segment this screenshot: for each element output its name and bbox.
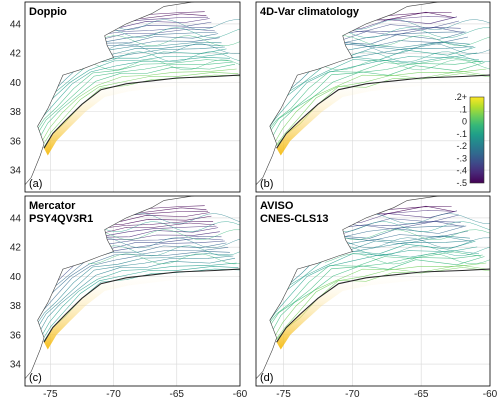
- land-area: [256, 2, 441, 186]
- panel-label: (a): [29, 178, 42, 190]
- panel-label: (d): [260, 372, 273, 384]
- colorbar-tick-label: .1: [459, 104, 467, 114]
- y-tick-label: 34: [10, 166, 22, 177]
- shelf-break-contour: [43, 74, 240, 149]
- slope-band: [276, 269, 490, 350]
- y-tick-label: 40: [10, 272, 22, 283]
- panel-title: Mercator: [29, 200, 76, 212]
- colorbar-tick-label: -.4: [456, 166, 467, 176]
- land-area: [256, 196, 441, 380]
- colorbar-tick-label: -.1: [456, 129, 467, 139]
- y-tick-label: 40: [10, 78, 22, 89]
- slope-band: [276, 75, 490, 156]
- panel-title: Doppio: [29, 6, 67, 18]
- panel-frame: [255, 1, 491, 193]
- panel-frame: [24, 195, 241, 387]
- panel-frame: [255, 195, 491, 387]
- panel-title: PSY4QV3R1: [29, 213, 93, 225]
- y-tick-label: 44: [10, 19, 22, 30]
- land-area: [25, 2, 195, 186]
- panel-title: CNES-CLS13: [260, 213, 328, 225]
- colorbar-tick-label: 0: [462, 117, 467, 127]
- y-tick-label: 42: [10, 49, 22, 60]
- panel-title: AVISO: [260, 200, 294, 212]
- panel-label: (b): [260, 178, 273, 190]
- land-area: [25, 196, 195, 380]
- x-tick-label: -60: [233, 389, 248, 400]
- x-tick-label: -65: [170, 389, 185, 400]
- panel-frame: [24, 1, 241, 193]
- y-axis-ticks: 44 42 40 38 36 34 44 42 40 38 36 34: [10, 19, 22, 370]
- shelf-break-contour: [276, 74, 490, 149]
- x-tick-label: -60: [483, 389, 498, 400]
- y-tick-label: 44: [10, 213, 22, 224]
- colorbar-tick-label: -.5: [456, 178, 467, 188]
- map-panel-b: 4D-Var climatology (b): [255, 1, 491, 193]
- map-panel-a: Doppio (a): [24, 1, 241, 193]
- colorbar-tick-label: .2+: [454, 92, 467, 102]
- colorbar-tick-label: -.3: [456, 153, 467, 163]
- shelf-break-contour: [276, 268, 490, 343]
- x-tick-label: -70: [106, 389, 121, 400]
- shelf-break-contour: [43, 268, 240, 343]
- y-tick-label: 38: [10, 107, 22, 118]
- panel-title: 4D-Var climatology: [260, 6, 360, 18]
- colorbar-tick-label: -.2: [456, 141, 467, 151]
- y-tick-label: 36: [10, 330, 22, 341]
- y-tick-label: 42: [10, 243, 22, 254]
- x-tick-label: -70: [345, 389, 360, 400]
- y-tick-label: 34: [10, 360, 22, 371]
- panel-label: (c): [29, 372, 42, 384]
- y-tick-label: 38: [10, 301, 22, 312]
- colorbar: .2+ .1 0 -.1 -.2 -.3 -.4 -.5: [454, 92, 485, 188]
- slope-band: [44, 75, 240, 156]
- x-tick-label: -75: [43, 389, 58, 400]
- y-tick-label: 36: [10, 136, 22, 147]
- x-tick-label: -65: [414, 389, 429, 400]
- x-tick-label: -75: [276, 389, 291, 400]
- x-axis-ticks: -75 -70 -65 -60 -75 -70 -65 -60: [43, 389, 498, 400]
- slope-band: [44, 269, 240, 350]
- colorbar-gradient: [469, 96, 485, 184]
